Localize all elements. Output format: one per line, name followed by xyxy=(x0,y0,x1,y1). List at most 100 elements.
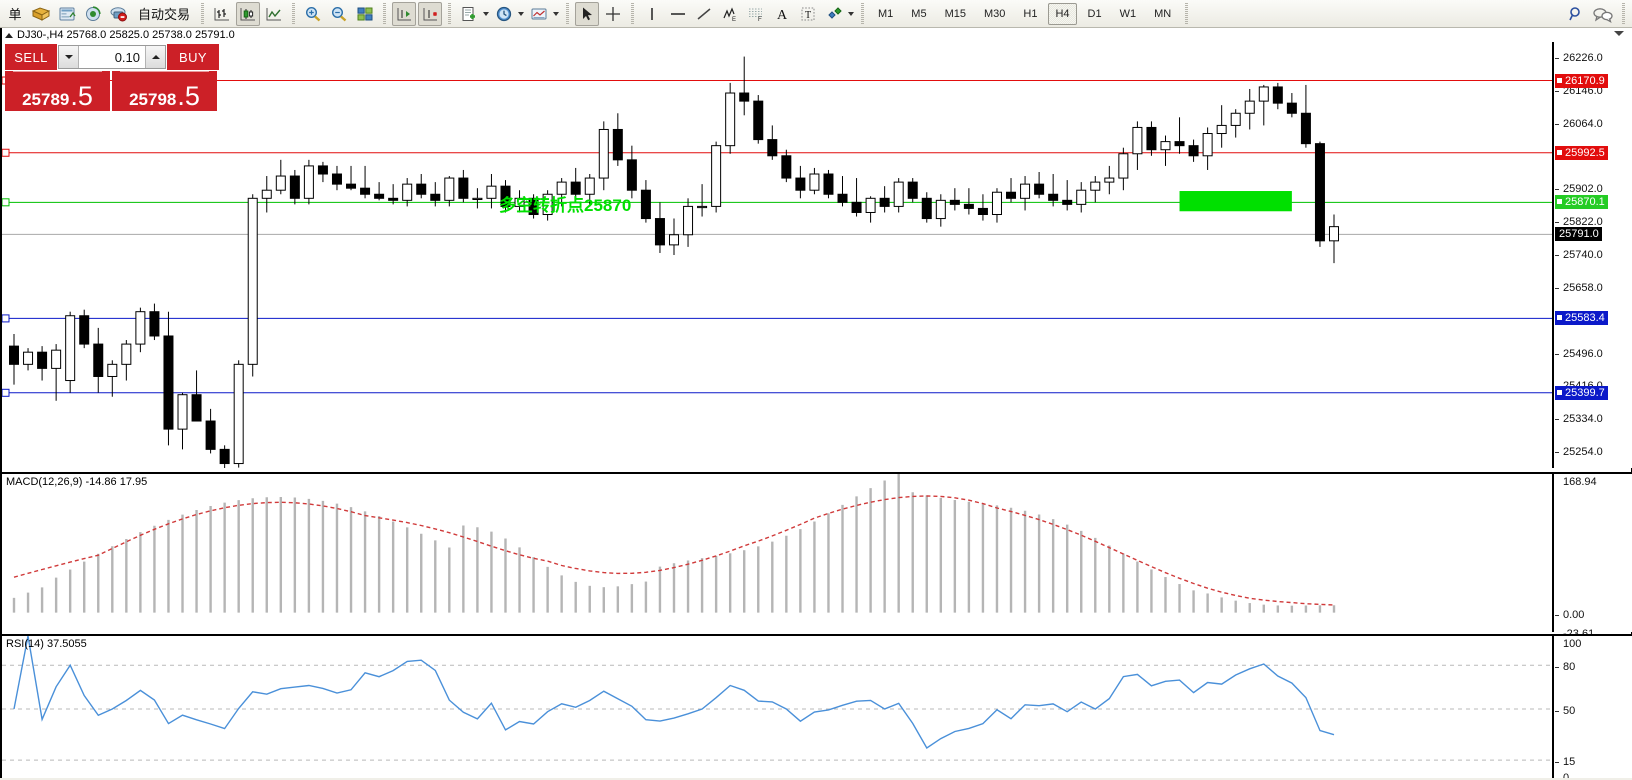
svg-text:A: A xyxy=(777,8,788,23)
candle xyxy=(303,159,314,205)
auto-trading-icon[interactable] xyxy=(107,2,131,26)
toolbar-separator xyxy=(859,2,867,25)
timeframe-button-h4[interactable]: H4 xyxy=(1048,2,1077,25)
candle xyxy=(1006,178,1017,203)
sell-price-integer: 25789 xyxy=(22,90,70,109)
period-separators-icon[interactable] xyxy=(492,2,516,26)
pivot-line-badge-25870[interactable]: 25870.1 xyxy=(1555,195,1608,210)
candle xyxy=(654,202,665,253)
timeframe-button-mn[interactable]: MN xyxy=(1154,7,1172,20)
timeframe-button-w1[interactable]: W1 xyxy=(1119,7,1137,20)
search-icon[interactable] xyxy=(1564,2,1588,26)
zoom-out-icon[interactable] xyxy=(327,2,351,26)
resistance-line-badge-25992[interactable]: 25992.5 xyxy=(1555,145,1608,160)
candle xyxy=(767,125,778,160)
objects-icon[interactable] xyxy=(822,2,846,26)
line-chart-icon[interactable] xyxy=(262,2,286,26)
indicators-dropdown-caret[interactable] xyxy=(553,11,560,16)
macd-pane[interactable]: MACD(12,26,9) -14.86 17.95 xyxy=(2,472,1552,632)
support-25583-handle[interactable] xyxy=(2,314,10,323)
support-line-badge-25583[interactable]: 25583.4 xyxy=(1555,311,1608,326)
auto-trading-label[interactable]: 自动交易 xyxy=(138,7,191,22)
objects-dropdown-caret[interactable] xyxy=(848,11,855,16)
templates-dropdown-caret[interactable] xyxy=(483,11,490,16)
green-zone-rectangle[interactable] xyxy=(1179,191,1292,212)
current-price-badge[interactable]: 25791.0 xyxy=(1555,227,1602,242)
timeframe-button-m30[interactable]: M30 xyxy=(983,7,1006,20)
volume-value[interactable]: 0.10 xyxy=(114,49,140,65)
candle xyxy=(1062,180,1073,211)
indicators-icon[interactable] xyxy=(527,2,551,26)
sell-price-box[interactable]: 25789 .5 xyxy=(5,71,110,111)
candle xyxy=(640,180,651,223)
auto-scroll-icon[interactable] xyxy=(418,1,443,26)
rsi-pane[interactable]: RSI(14) 37.5055 xyxy=(2,634,1552,780)
candle xyxy=(907,178,918,203)
trendline-icon[interactable] xyxy=(692,2,716,26)
timeframe-button-d1[interactable]: D1 xyxy=(1087,7,1102,20)
buy-price-box[interactable]: 25798 .5 xyxy=(112,71,217,111)
candle xyxy=(1286,93,1297,118)
buy-button[interactable]: BUY xyxy=(167,44,219,70)
price-tick-26226-0: 26226.0 xyxy=(1554,52,1603,64)
chart-shift-icon[interactable] xyxy=(392,1,417,26)
volume-increment-button[interactable] xyxy=(145,46,165,68)
new-order-label[interactable]: 单 xyxy=(8,7,22,22)
fibonacci-icon[interactable]: F xyxy=(744,2,768,26)
price-scale[interactable]: 26226.026146.026064.025984.025902.025822… xyxy=(1552,42,1632,468)
candle xyxy=(177,392,188,450)
folder-icon[interactable] xyxy=(29,2,53,26)
toolbar-separator xyxy=(1620,2,1627,25)
sell-button[interactable]: SELL xyxy=(5,44,57,70)
candle xyxy=(1020,176,1031,211)
volume-dropdown-button[interactable] xyxy=(59,46,79,68)
pivot-25870-handle[interactable] xyxy=(2,198,10,207)
line-handle-icon xyxy=(1556,198,1563,206)
resistance-25992-handle[interactable] xyxy=(2,148,10,157)
navigator-icon[interactable] xyxy=(81,2,105,26)
tile-windows-icon[interactable] xyxy=(353,2,377,26)
candlestick-chart-icon[interactable] xyxy=(236,1,261,26)
volume-stepper[interactable]: 0.10 xyxy=(58,45,166,69)
collapse-triangle-icon[interactable] xyxy=(5,32,13,38)
candle xyxy=(851,178,862,217)
timeframe-button-h1[interactable]: H1 xyxy=(1023,7,1038,20)
support-line-badge-25399[interactable]: 25399.7 xyxy=(1555,385,1608,400)
rsi-tick-100: 100 xyxy=(1563,638,1582,650)
candle xyxy=(163,311,174,446)
chevron-up-icon xyxy=(151,55,160,59)
timeframe-button-m5[interactable]: M5 xyxy=(911,7,927,20)
rsi-scale[interactable]: 100 80 50 15 0 xyxy=(1552,634,1632,780)
vertical-line-icon[interactable] xyxy=(640,2,664,26)
text-label-icon[interactable]: A xyxy=(770,2,794,26)
candle xyxy=(388,184,399,205)
market-watch-icon[interactable] xyxy=(55,2,79,26)
candle xyxy=(626,145,637,199)
chat-icon[interactable] xyxy=(1590,2,1616,26)
price-tick-25902-0: 25902.0 xyxy=(1554,183,1603,195)
chevron-down-icon[interactable] xyxy=(1614,31,1624,36)
candle xyxy=(598,121,609,191)
toolbar-separator xyxy=(446,2,454,25)
candle xyxy=(781,149,792,183)
support-25399-handle[interactable] xyxy=(2,388,10,397)
elliott-wave-icon[interactable]: E xyxy=(718,2,742,26)
macd-scale[interactable]: 168.940.00-23.61 xyxy=(1552,472,1632,640)
resistance-line-badge-26170[interactable]: 26170.9 xyxy=(1555,73,1608,88)
zoom-in-icon[interactable] xyxy=(301,2,325,26)
templates-icon[interactable] xyxy=(457,2,481,26)
crosshair-icon[interactable] xyxy=(601,2,625,26)
bar-chart-icon[interactable] xyxy=(210,2,234,26)
period-dropdown-caret[interactable] xyxy=(518,11,525,16)
cursor-arrow-icon[interactable] xyxy=(575,1,600,26)
price-pane[interactable]: 多空转折点25870 xyxy=(2,42,1552,468)
timeframe-button-m1[interactable]: M1 xyxy=(878,7,894,20)
candle xyxy=(346,165,357,191)
candle xyxy=(963,188,974,215)
horizontal-line-icon[interactable] xyxy=(666,2,690,26)
text-box-icon[interactable]: T xyxy=(796,2,820,26)
candle xyxy=(360,165,371,199)
timeframe-button-m15[interactable]: M15 xyxy=(944,7,966,20)
price-tick-25254-0: 25254.0 xyxy=(1554,446,1603,458)
candle xyxy=(23,348,34,371)
